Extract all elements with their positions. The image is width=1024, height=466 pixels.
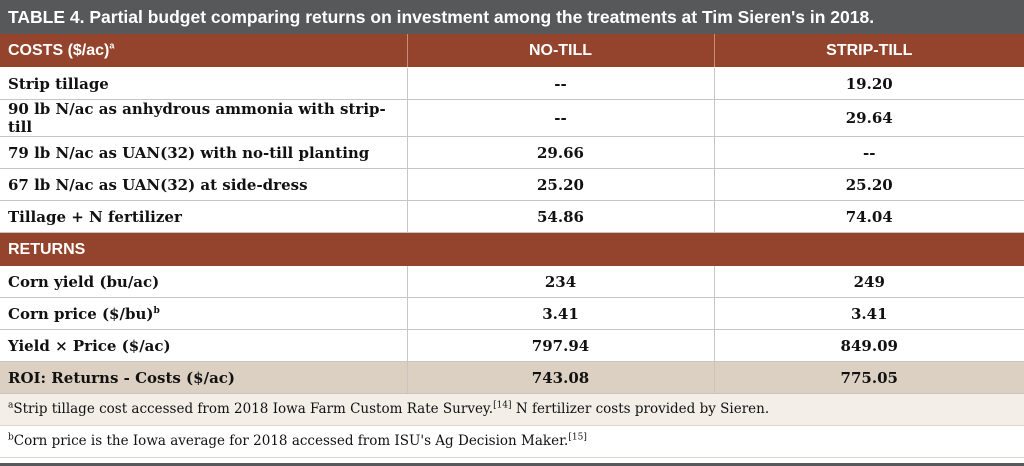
roi-row: ROI: Returns - Costs ($/ac) 743.08 775.05 [0,361,1024,394]
no-till-value: 3.41 [406,297,714,330]
strip-till-value: 29.64 [713,99,1024,137]
partial-budget-table: COSTS ($/ac)a NO-TILL STRIP-TILL Strip t… [0,34,1024,394]
row-label: 79 lb N/ac as UAN(32) with no-till plant… [0,136,407,169]
row-label: Yield × Price ($/ac) [0,329,407,362]
no-till-value: 743.08 [406,361,714,394]
no-till-value: -- [406,67,714,100]
returns-header-row: RETURNS [0,232,1024,266]
table-number: TABLE 4. [8,7,85,27]
header-strip-till: STRIP-TILL [713,34,1024,68]
returns-row: Corn price ($/bu)b 3.41 3.41 [0,297,1024,330]
cost-row: 79 lb N/ac as UAN(32) with no-till plant… [0,136,1024,169]
row-label: Corn price ($/bu)b [0,297,407,330]
returns-header: RETURNS [0,232,1024,266]
footnote-a: aStrip tillage cost accessed from 2018 I… [0,394,1024,426]
cost-row: 90 lb N/ac as anhydrous ammonia with str… [0,99,1024,137]
no-till-value: 797.94 [406,329,714,362]
strip-till-value: -- [713,136,1024,169]
strip-till-value: 74.04 [713,200,1024,233]
table-title-text: Partial budget comparing returns on inve… [89,7,875,27]
returns-row: Yield × Price ($/ac) 797.94 849.09 [0,329,1024,362]
strip-till-value: 19.20 [713,67,1024,100]
footnote-b: bCorn price is the Iowa average for 2018… [0,426,1024,458]
no-till-value: 29.66 [406,136,714,169]
no-till-value: 25.20 [406,168,714,201]
cost-row: 67 lb N/ac as UAN(32) at side-dress 25.20… [0,168,1024,201]
header-row: COSTS ($/ac)a NO-TILL STRIP-TILL [0,34,1024,68]
row-label: Tillage + N fertilizer [0,200,407,233]
no-till-value: -- [406,99,714,137]
no-till-value: 54.86 [406,200,714,233]
header-costs: COSTS ($/ac)a [0,34,407,68]
cost-row: Strip tillage -- 19.20 [0,67,1024,100]
row-label: 67 lb N/ac as UAN(32) at side-dress [0,168,407,201]
row-label: Corn yield (bu/ac) [0,266,407,298]
strip-till-value: 849.09 [713,329,1024,362]
returns-row: Corn yield (bu/ac) 234 249 [0,266,1024,298]
row-label: Strip tillage [0,67,407,100]
strip-till-value: 775.05 [713,361,1024,394]
strip-till-value: 3.41 [713,297,1024,330]
row-label: 90 lb N/ac as anhydrous ammonia with str… [0,99,407,137]
row-label: ROI: Returns - Costs ($/ac) [0,361,407,394]
cost-row: Tillage + N fertilizer 54.86 74.04 [0,200,1024,233]
bottom-rule [0,463,1024,466]
strip-till-value: 25.20 [713,168,1024,201]
strip-till-value: 249 [713,266,1024,298]
table-title: TABLE 4. Partial budget comparing return… [0,0,1024,34]
header-no-till: NO-TILL [406,34,714,68]
no-till-value: 234 [406,266,714,298]
